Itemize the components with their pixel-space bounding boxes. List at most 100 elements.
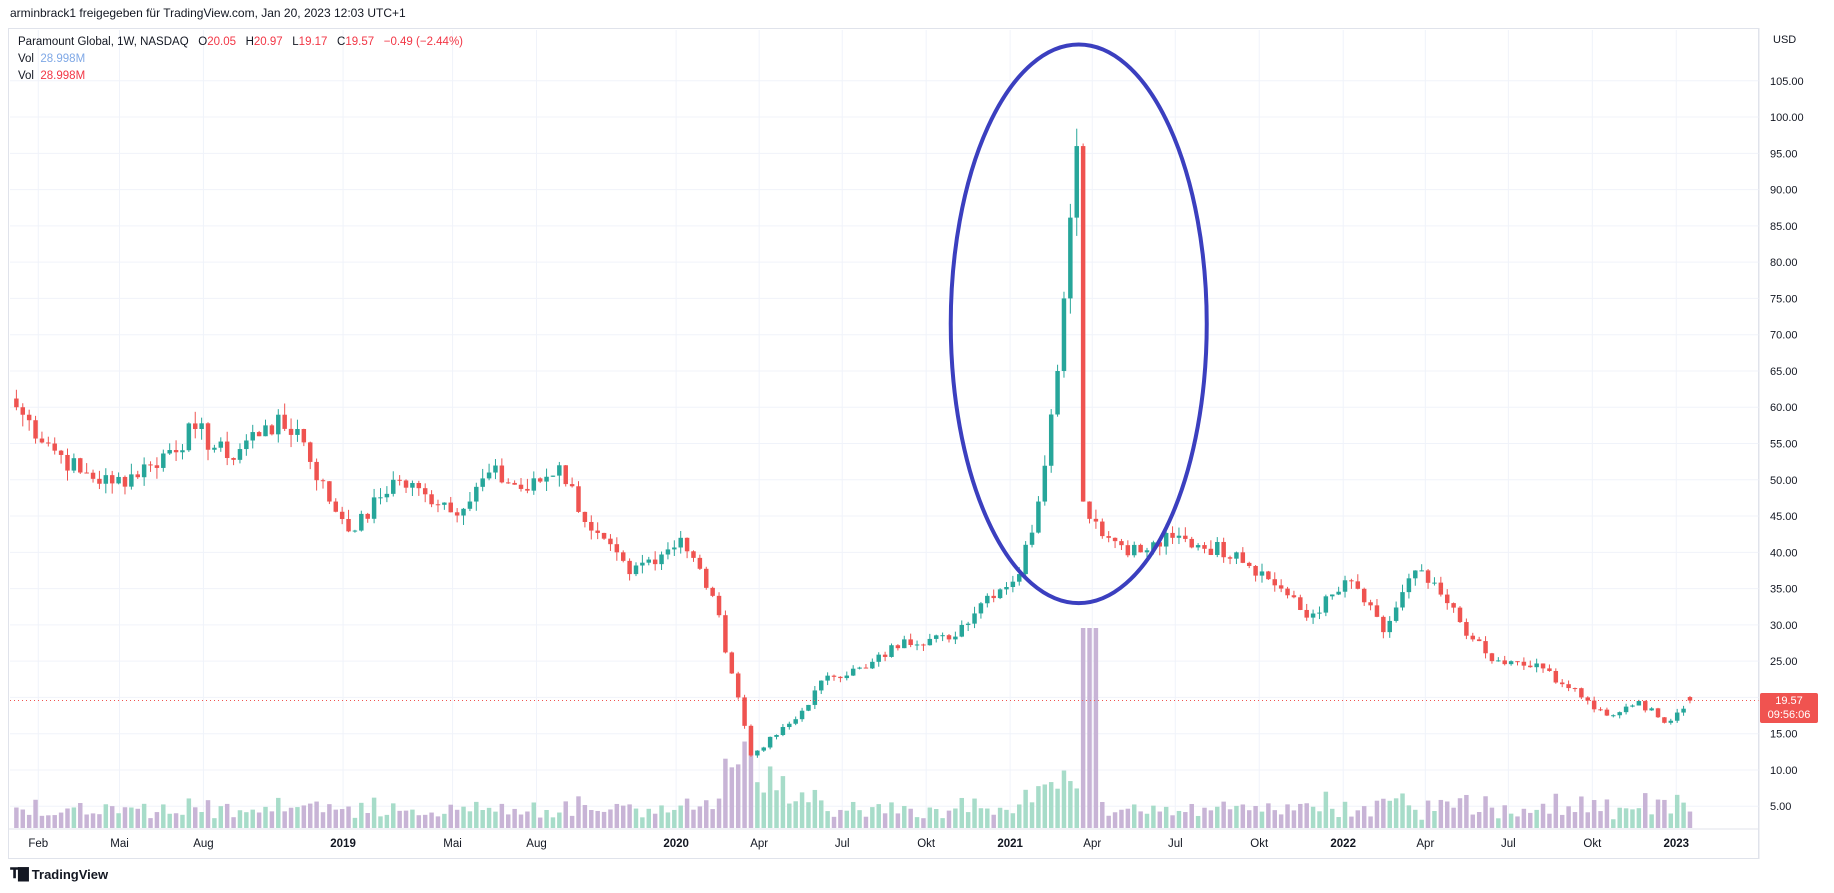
volume-bar bbox=[244, 812, 249, 828]
volume-bar bbox=[1483, 796, 1488, 828]
candle-down bbox=[908, 639, 913, 646]
candle-down bbox=[921, 644, 926, 646]
volume-bar bbox=[161, 804, 166, 828]
candle-down bbox=[1170, 532, 1175, 538]
volume-bar bbox=[1649, 814, 1654, 828]
candle-down bbox=[1579, 688, 1584, 698]
volume-bar bbox=[1598, 811, 1603, 828]
candle-up bbox=[799, 710, 805, 720]
volume-bar bbox=[544, 809, 549, 828]
y-tick-label: 70.00 bbox=[1770, 330, 1798, 342]
volume-bar bbox=[850, 801, 856, 828]
volume-bar bbox=[1246, 810, 1252, 828]
candle-down bbox=[1655, 708, 1661, 718]
volume-bar bbox=[1438, 799, 1444, 828]
candle-down bbox=[1093, 518, 1099, 522]
volume-bar bbox=[1470, 814, 1476, 828]
volume-bar bbox=[384, 814, 390, 828]
candle-down bbox=[1489, 653, 1495, 662]
volume-bar bbox=[946, 810, 952, 828]
candle-up bbox=[1400, 592, 1405, 608]
volume-bar bbox=[1355, 810, 1361, 828]
candle-up bbox=[927, 638, 933, 646]
x-tick-label: 2019 bbox=[330, 838, 356, 850]
volume-bar bbox=[1080, 628, 1086, 828]
currency-label[interactable]: USD bbox=[1773, 34, 1797, 46]
volume-bar bbox=[442, 813, 447, 828]
candle-up bbox=[1496, 660, 1501, 662]
candle-up bbox=[793, 719, 798, 724]
volume-bar bbox=[895, 813, 901, 828]
candle-down bbox=[288, 428, 294, 435]
candle-down bbox=[1119, 541, 1124, 546]
x-tick-label: Okt bbox=[917, 838, 936, 850]
volume-bar bbox=[838, 809, 843, 828]
volume-bar bbox=[1278, 814, 1284, 828]
volume-bar bbox=[1061, 770, 1067, 828]
volume-bar bbox=[550, 817, 556, 828]
volume-bar bbox=[1240, 804, 1246, 828]
annotation-ellipse bbox=[948, 42, 1209, 606]
volume-bar bbox=[1528, 812, 1533, 828]
volume-bar bbox=[1330, 808, 1335, 828]
volume-bar bbox=[346, 806, 351, 828]
candle-up bbox=[1259, 571, 1265, 576]
volume-bar bbox=[1266, 803, 1271, 828]
candle-up bbox=[640, 562, 645, 566]
y-tick-label: 45.00 bbox=[1770, 511, 1798, 523]
candle-up bbox=[410, 482, 415, 488]
candle-up bbox=[467, 501, 473, 509]
candle-down bbox=[748, 725, 754, 756]
candle-up bbox=[902, 639, 907, 649]
candle-up bbox=[1042, 465, 1048, 502]
candle-up bbox=[972, 613, 977, 624]
volume-bar bbox=[167, 813, 172, 828]
candle-up bbox=[1163, 532, 1169, 547]
candle-down bbox=[1559, 682, 1565, 685]
candle-up bbox=[141, 464, 147, 478]
candle-up bbox=[857, 667, 862, 669]
candle-up bbox=[167, 450, 172, 454]
volume-bar bbox=[461, 806, 466, 828]
candle-up bbox=[1317, 612, 1322, 614]
candle-down bbox=[1662, 717, 1667, 723]
volume-bar bbox=[1643, 793, 1648, 828]
candle-down bbox=[327, 481, 332, 502]
volume-bar bbox=[965, 812, 971, 828]
candle-up bbox=[103, 475, 109, 484]
x-tick-label: 2022 bbox=[1330, 838, 1356, 850]
candle-up bbox=[965, 623, 971, 625]
tradingview-logo[interactable]: 𝐓▇ TradingView bbox=[10, 866, 108, 882]
candle-up bbox=[672, 547, 677, 550]
volume-bar bbox=[633, 808, 639, 828]
volume-bar bbox=[71, 807, 77, 828]
legend-ohlc-row: Paramount Global, 1W, NASDAQ O20.05 H20.… bbox=[18, 36, 464, 48]
volume-bar bbox=[1074, 788, 1079, 828]
volume-bar bbox=[1591, 800, 1597, 828]
volume-bar bbox=[180, 814, 185, 828]
volume-bar bbox=[339, 809, 345, 828]
candle-down bbox=[307, 442, 313, 462]
candle-down bbox=[1272, 579, 1277, 586]
candle-up bbox=[889, 645, 894, 657]
candle-down bbox=[416, 482, 422, 489]
candle-down bbox=[563, 465, 568, 485]
candle-up bbox=[474, 486, 479, 502]
volume-bar bbox=[474, 801, 479, 828]
volume-bar bbox=[467, 811, 473, 828]
volume-bar bbox=[116, 813, 121, 828]
candle-down bbox=[429, 494, 434, 505]
candle-up bbox=[1336, 591, 1341, 595]
candle-up bbox=[276, 414, 281, 435]
volume-bar bbox=[640, 817, 645, 828]
x-tick-label: Apr bbox=[750, 838, 768, 850]
volume-bar bbox=[1285, 804, 1290, 828]
volume-bar bbox=[58, 812, 64, 828]
axis-labels: 5.0010.0015.0020.0025.0030.0035.0040.004… bbox=[28, 76, 1803, 850]
volume-bar bbox=[627, 804, 632, 828]
y-tick-label: 60.00 bbox=[1770, 402, 1798, 414]
candle-down bbox=[1278, 585, 1284, 589]
low-value: 19.17 bbox=[298, 36, 328, 48]
volume-bar bbox=[1010, 813, 1016, 828]
